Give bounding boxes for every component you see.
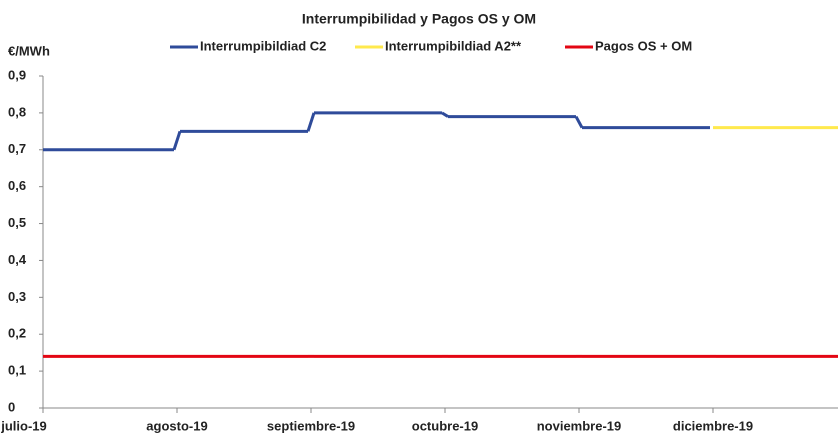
y-tick-label: 0,3 [8, 289, 26, 304]
y-tick-label: 0,1 [8, 363, 26, 378]
y-tick-label: 0,7 [8, 141, 26, 156]
step-riser [574, 115, 584, 129]
y-tick-label: 0 [8, 399, 15, 414]
x-tick-label: septiembre-19 [267, 418, 355, 433]
step-riser [306, 112, 316, 132]
legend-label: Interrumpibildiad C2 [200, 38, 326, 53]
step-riser [172, 130, 182, 151]
y-tick-label: 0,2 [8, 326, 26, 341]
step-riser [441, 111, 449, 118]
y-tick-label: 0,6 [8, 178, 26, 193]
y-axis-label: €/MWh [8, 43, 50, 58]
y-tick-label: 0,4 [8, 252, 27, 267]
y-tick-label: 0,9 [8, 67, 26, 82]
x-tick-label: noviembre-19 [537, 418, 622, 433]
chart-title: Interrumpibilidad y Pagos OS y OM [302, 11, 536, 27]
x-tick-label: julio-19 [0, 418, 47, 433]
legend-label: Interrumpibildiad A2** [385, 38, 522, 53]
x-tick-label: octubre-19 [412, 418, 478, 433]
legend-label: Pagos OS + OM [595, 38, 692, 53]
x-tick-label: agosto-19 [146, 418, 207, 433]
y-tick-label: 0,5 [8, 215, 26, 230]
y-tick-label: 0,8 [8, 104, 26, 119]
x-tick-label: diciembre-19 [673, 418, 753, 433]
